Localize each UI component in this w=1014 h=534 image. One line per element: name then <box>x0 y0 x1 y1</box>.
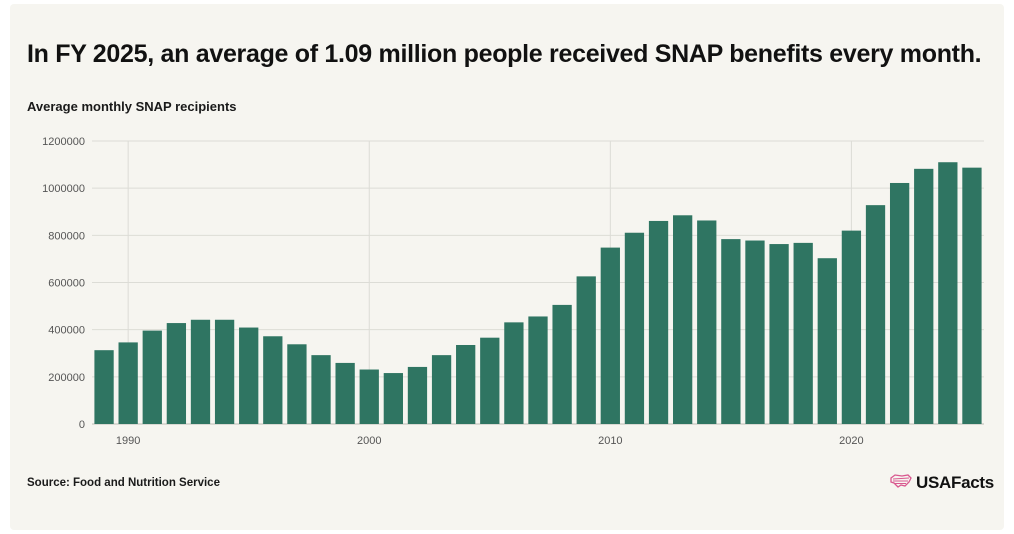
bar-2000 <box>359 369 379 424</box>
bar-2006 <box>504 322 524 424</box>
bar-2018 <box>793 242 813 424</box>
bar-2011 <box>624 232 645 424</box>
chart-title: In FY 2025, an average of 1.09 million p… <box>27 40 982 68</box>
bar-1993 <box>190 319 211 424</box>
bar-2020 <box>841 230 862 424</box>
bar-2021 <box>865 205 886 424</box>
bar-1991 <box>142 330 162 424</box>
chart-subtitle: Average monthly SNAP recipients <box>27 99 237 114</box>
bar-2004 <box>456 344 476 424</box>
bar-2016 <box>745 240 765 424</box>
bar-2022 <box>889 182 910 424</box>
bar-1998 <box>311 355 331 424</box>
source-note: Source: Food and Nutrition Service <box>27 477 220 489</box>
bar-1989 <box>94 350 114 424</box>
x-tick-label: 2000 <box>357 435 381 447</box>
y-tick-label: 800000 <box>48 230 85 242</box>
y-tick-label: 200000 <box>48 372 85 384</box>
bar-2013 <box>673 215 693 424</box>
bar-2010 <box>600 247 620 424</box>
y-tick-label: 600000 <box>48 278 85 290</box>
bar-2007 <box>528 316 548 424</box>
bar-1996 <box>263 336 283 424</box>
bar-1994 <box>214 319 235 424</box>
bar-2001 <box>383 373 403 424</box>
bar-1992 <box>166 323 187 424</box>
bar-2003 <box>431 355 452 424</box>
bar-2015 <box>721 239 741 424</box>
bar-2008 <box>552 304 572 424</box>
bar-2012 <box>648 220 669 424</box>
y-tick-label: 400000 <box>48 325 85 337</box>
bar-1990 <box>118 342 138 424</box>
bar-2009 <box>576 276 596 424</box>
bar-1999 <box>335 362 355 424</box>
bar-2002 <box>407 366 428 424</box>
bar-2025 <box>962 167 982 424</box>
y-axis-ticks: 0 200000 400000 600000 800000 1000000 1200000 <box>42 136 85 431</box>
bar-1995 <box>239 327 259 424</box>
chart-card <box>10 4 1004 530</box>
brand-logo[interactable]: USAFacts <box>890 473 994 493</box>
y-tick-label: 0 <box>79 419 85 431</box>
us-flag-map-icon <box>890 473 912 493</box>
bar-2005 <box>480 337 500 424</box>
bars <box>94 162 982 424</box>
bar-2017 <box>769 244 789 424</box>
bar-2023 <box>914 168 934 424</box>
brand-name: USAFacts <box>916 473 994 492</box>
y-tick-label: 1200000 <box>42 136 85 148</box>
x-tick-label: 2010 <box>598 435 622 447</box>
bar-2019 <box>817 258 837 424</box>
y-tick-label: 1000000 <box>42 183 85 195</box>
bar-2024 <box>938 162 958 424</box>
bar-2014 <box>697 220 717 424</box>
x-axis-ticks: 1990 2000 2010 2020 <box>116 435 864 447</box>
x-tick-label: 1990 <box>116 435 140 447</box>
x-tick-label: 2020 <box>839 435 863 447</box>
bar-1997 <box>287 344 307 424</box>
